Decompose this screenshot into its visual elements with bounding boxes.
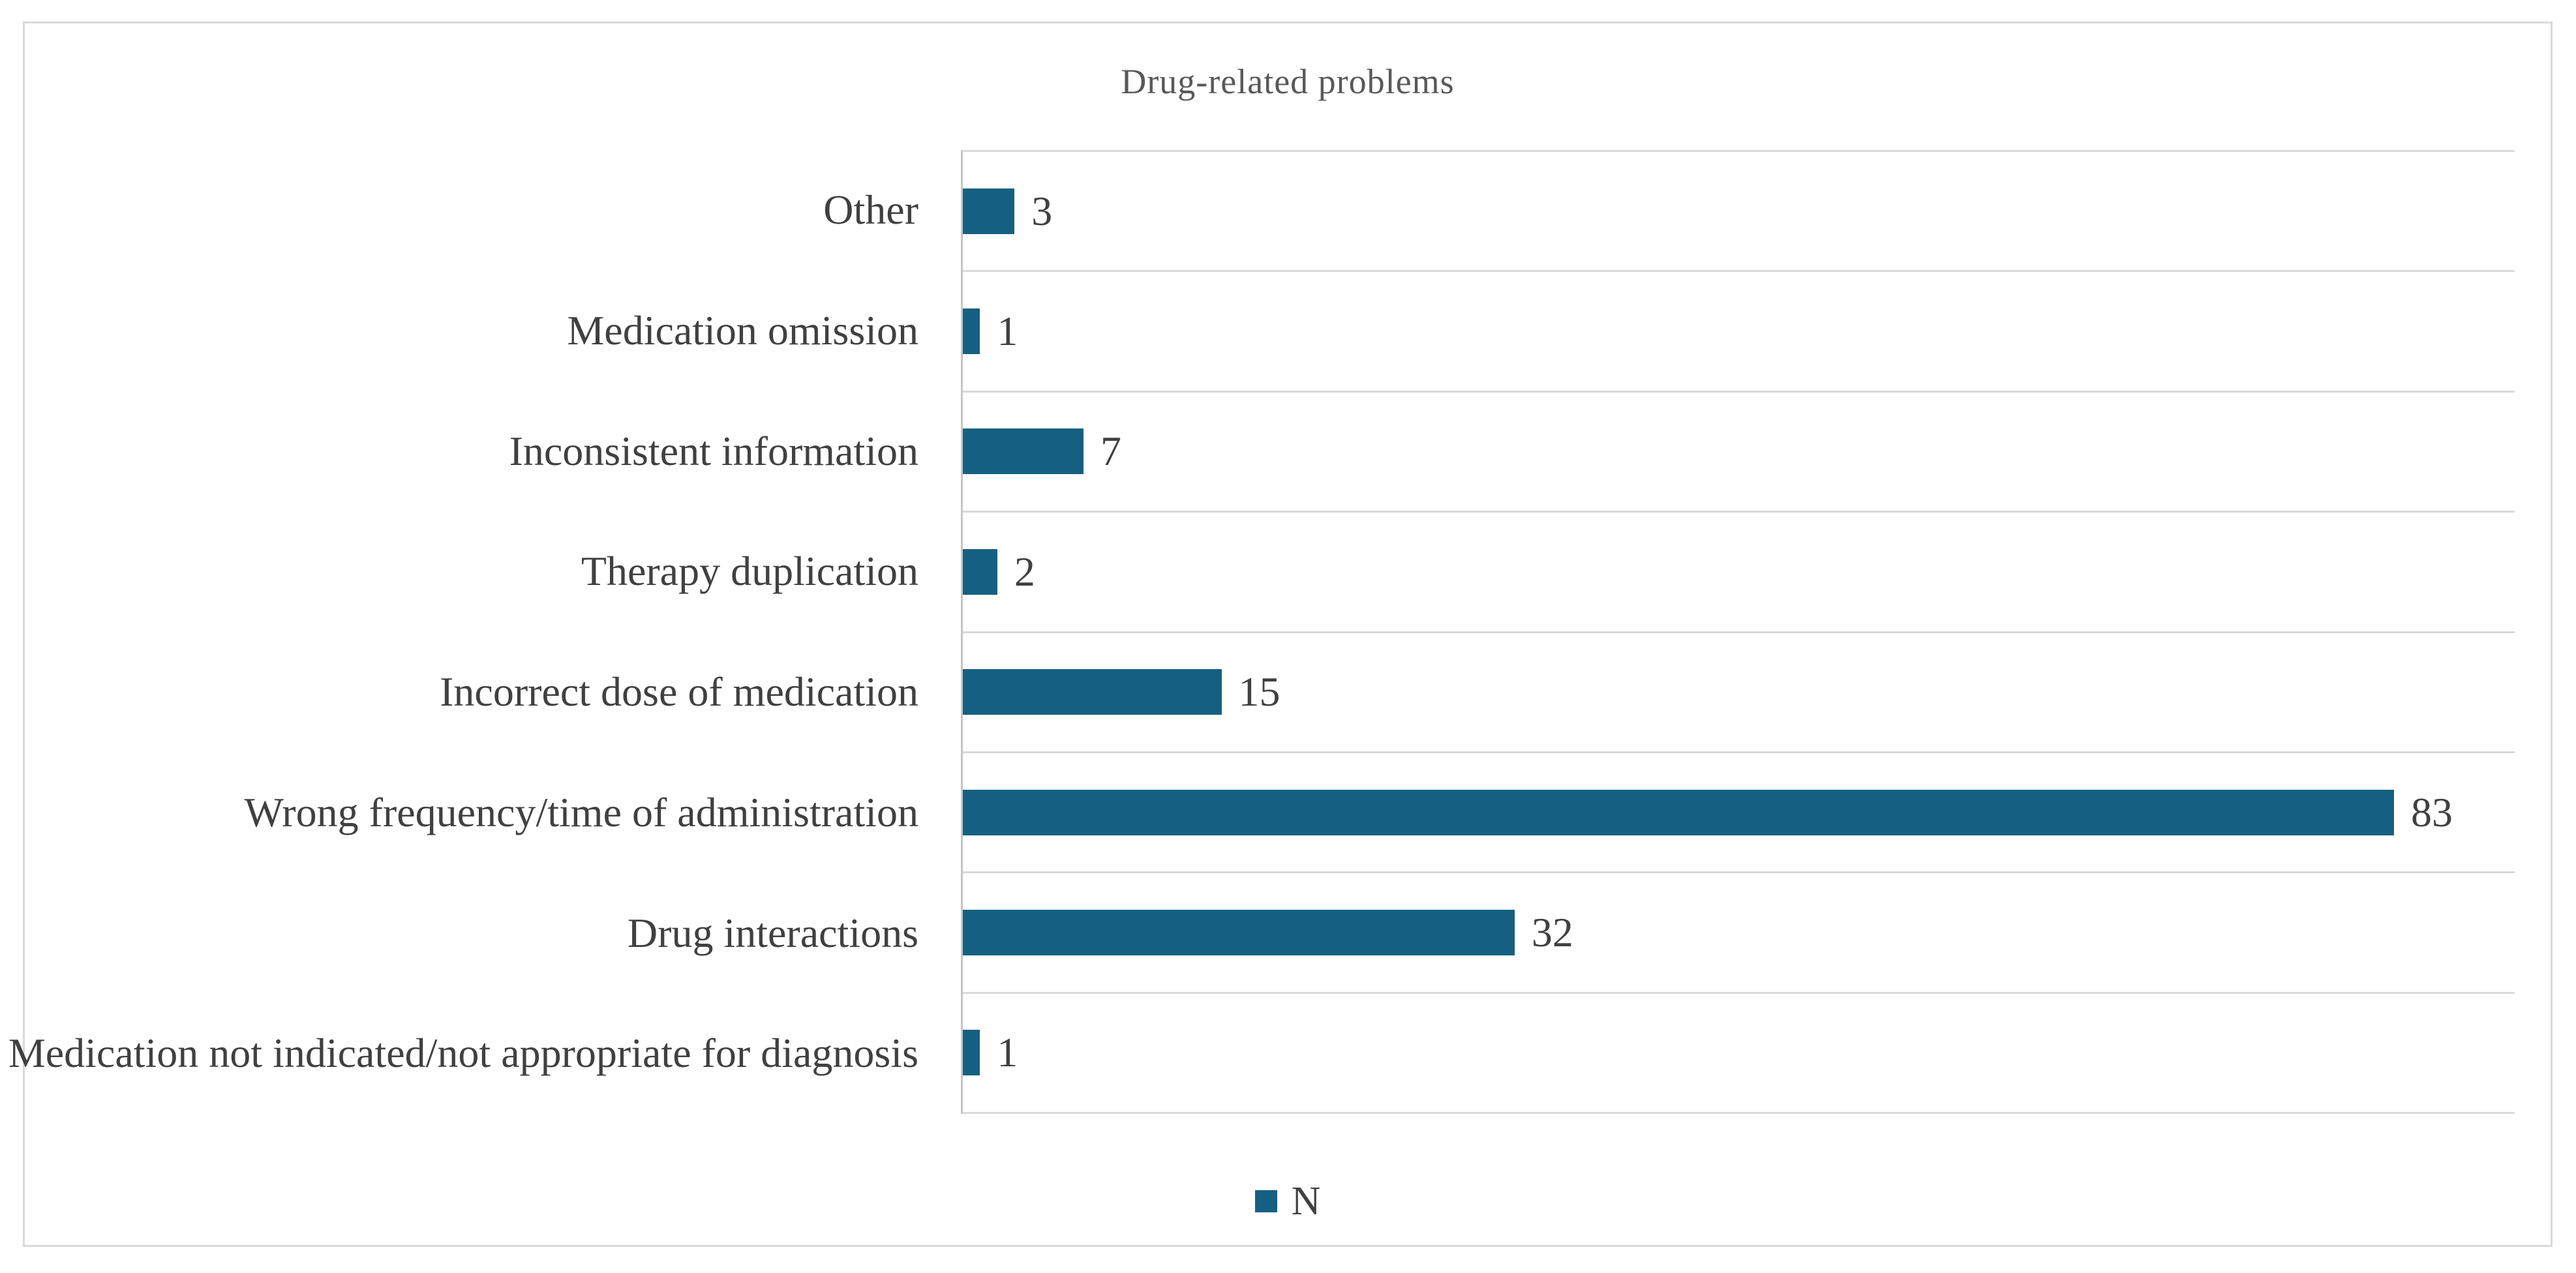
bar-row: 7	[963, 393, 2515, 513]
legend-swatch-icon	[1254, 1190, 1277, 1212]
chart-title: Drug-related problems	[1121, 62, 1455, 101]
bar-row: 3	[963, 152, 2515, 273]
bar-row: 2	[963, 513, 2515, 633]
bar	[963, 669, 1222, 715]
legend-label: N	[1291, 1179, 1321, 1223]
legend: N	[25, 1175, 2551, 1227]
category-label: Wrong frequency/time of administration	[244, 788, 918, 835]
value-label: 3	[1031, 187, 1053, 234]
value-label: 1	[997, 1029, 1018, 1076]
bar	[963, 188, 1015, 234]
bar-row: 1	[963, 272, 2515, 393]
bar-row: 83	[963, 753, 2515, 874]
category-label: Medication omission	[567, 307, 918, 353]
category-label: Therapy duplication	[581, 548, 918, 595]
value-label: 7	[1100, 428, 1122, 475]
bar	[963, 308, 980, 355]
value-label: 2	[1014, 548, 1035, 595]
value-label: 83	[2410, 788, 2453, 835]
bar	[963, 909, 1515, 955]
category-label: Other	[823, 187, 918, 233]
chart-figure: Drug-related problems Other Medication om…	[8, 22, 2553, 1247]
category-label: Inconsistent information	[509, 427, 918, 474]
bar	[963, 789, 2394, 835]
category-label: Medication not indicated/not appropriate…	[8, 1030, 918, 1077]
plot-area: 3 1 7 2 15 83 32 1	[961, 150, 2515, 1114]
value-label: 1	[997, 308, 1018, 355]
value-label: 32	[1531, 908, 1573, 955]
bar	[963, 1030, 980, 1076]
value-label: 15	[1238, 668, 1280, 715]
category-axis-labels: Other Medication omission Inconsistent inf…	[8, 150, 938, 1114]
bar	[963, 428, 1084, 475]
bar-row: 32	[963, 873, 2515, 994]
category-label: Drug interactions	[627, 909, 918, 956]
bar	[963, 548, 997, 595]
bar-row: 1	[963, 994, 2515, 1114]
category-label: Incorrect dose of medication	[440, 668, 918, 715]
bar-row: 15	[963, 633, 2515, 753]
